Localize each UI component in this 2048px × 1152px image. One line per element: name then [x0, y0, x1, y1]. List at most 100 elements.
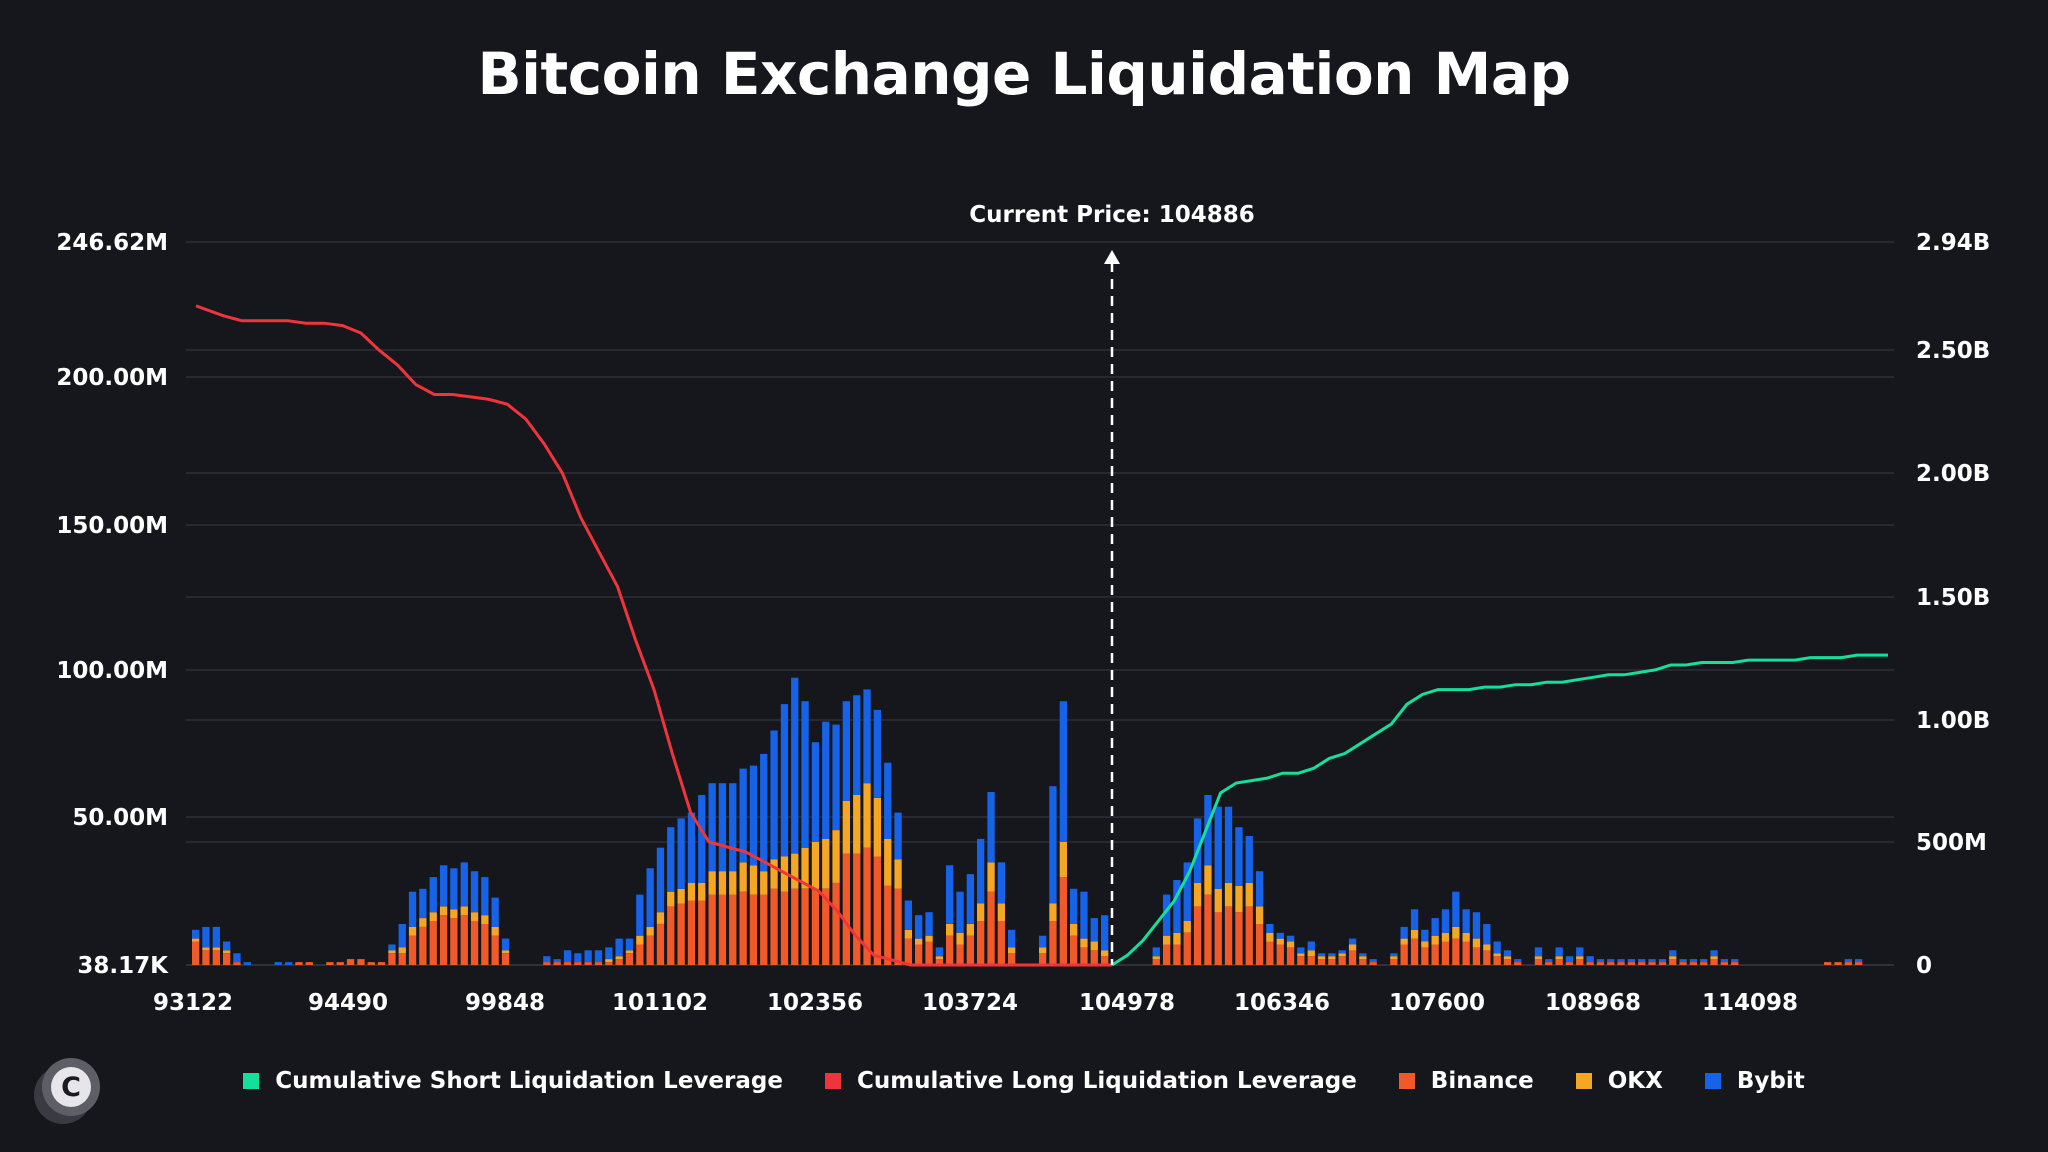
bar-bybit	[1441, 909, 1450, 933]
bar-okx	[646, 926, 654, 936]
bar-okx	[708, 871, 716, 895]
bar-binance	[842, 853, 850, 965]
bar-okx	[698, 882, 706, 901]
bar-bybit	[429, 877, 437, 913]
bar-binance	[1193, 906, 1202, 965]
bar-okx	[1049, 903, 1057, 921]
bar-okx	[1286, 941, 1295, 948]
bar-binance	[212, 950, 220, 965]
legend-swatch-binance	[1398, 1073, 1415, 1089]
bar-binance	[1545, 962, 1553, 965]
bar-okx	[1431, 935, 1439, 945]
bar-okx	[687, 882, 696, 901]
bar-binance	[832, 882, 840, 965]
bar-binance	[677, 903, 685, 965]
bar-binance	[1638, 962, 1646, 965]
bar-bybit	[563, 950, 572, 962]
bar-binance	[594, 962, 603, 965]
bar-binance	[1338, 956, 1346, 965]
bar-binance	[1348, 950, 1357, 965]
legend-label-long: Cumulative Long Liquidation Leverage	[856, 1068, 1357, 1094]
bar-okx	[1483, 944, 1491, 951]
bar-binance	[718, 894, 727, 965]
legend-swatch-long	[824, 1073, 841, 1089]
bar-bybit	[1555, 947, 1563, 957]
y-left-tick-label: 246.62M	[56, 230, 168, 256]
bar-binance	[429, 921, 437, 965]
bar-bybit	[1049, 786, 1057, 904]
bar-bybit	[285, 962, 293, 965]
bar-bybit	[481, 877, 489, 916]
bar-bybit	[832, 724, 840, 831]
bar-okx	[1493, 953, 1501, 957]
bar-bybit	[584, 950, 592, 962]
bar-okx	[491, 926, 499, 936]
grid-lines	[186, 241, 1894, 966]
bar-binance	[1152, 959, 1160, 965]
bar-binance	[336, 962, 344, 965]
bar-binance	[553, 962, 561, 965]
bar-binance	[501, 953, 510, 965]
bar-bybit	[1472, 912, 1481, 939]
bar-binance	[1276, 944, 1284, 965]
bar-binance	[1049, 921, 1057, 965]
bar-bybit	[1514, 959, 1522, 962]
bar-binance	[1183, 932, 1191, 965]
brand-logo: C	[42, 1058, 100, 1116]
bar-bybit	[729, 783, 737, 872]
bar-bybit	[1090, 918, 1098, 942]
bar-binance	[863, 847, 871, 965]
bar-bybit	[1214, 806, 1222, 889]
bar-bybit	[873, 709, 881, 798]
legend-item-long: Cumulative Long Liquidation Leverage	[824, 1068, 1357, 1094]
bar-bybit	[1855, 959, 1863, 962]
bar-okx	[1710, 956, 1718, 960]
bar-bybit	[274, 962, 282, 965]
bar-bybit	[1245, 836, 1253, 883]
bar-bybit	[1689, 959, 1697, 962]
bar-binance	[460, 915, 468, 965]
bar-bybit	[1369, 959, 1377, 962]
bar-bybit	[791, 677, 799, 854]
bar-binance	[1669, 959, 1677, 965]
bar-okx	[1669, 956, 1677, 960]
bar-bybit	[1080, 891, 1088, 939]
legend-swatch-okx	[1575, 1073, 1592, 1089]
bar-binance	[1503, 959, 1512, 965]
bar-bybit	[212, 926, 220, 948]
bar-okx	[677, 888, 685, 904]
x-tick-label: 108968	[1545, 990, 1641, 1016]
bar-bybit	[1462, 909, 1470, 933]
bar-okx	[718, 871, 727, 895]
bar-bybit	[605, 947, 613, 960]
bar-binance	[956, 944, 964, 965]
bar-binance	[1008, 953, 1016, 965]
bar-okx	[1163, 935, 1171, 945]
current-price-label: Current Price: 104886	[969, 202, 1254, 228]
y-right-tick-label: 1.50B	[1916, 585, 1990, 611]
bar-bybit	[997, 862, 1005, 904]
bar-binance	[1596, 962, 1605, 965]
bar-okx	[470, 912, 479, 921]
bar-okx	[1183, 921, 1191, 933]
legend-item-okx: OKX	[1575, 1068, 1663, 1094]
bar-binance	[1173, 944, 1181, 965]
bar-binance	[605, 962, 613, 965]
x-tick-label: 94490	[308, 990, 388, 1016]
bar-binance	[749, 894, 758, 965]
bar-binance	[884, 885, 892, 965]
bar-bybit	[1607, 959, 1615, 962]
bar-binance	[667, 906, 675, 965]
bar-binance	[1400, 944, 1408, 965]
bar-binance	[698, 900, 706, 965]
cumulative-lines	[195, 304, 1888, 967]
bar-okx	[1235, 885, 1243, 913]
bar-bybit	[946, 865, 954, 924]
x-tick-label: 114098	[1702, 990, 1798, 1016]
bar-okx	[1152, 956, 1160, 960]
bar-binance	[1700, 962, 1708, 965]
bar-bybit	[439, 865, 448, 907]
bar-bybit	[1669, 950, 1677, 957]
bar-okx	[212, 947, 220, 951]
